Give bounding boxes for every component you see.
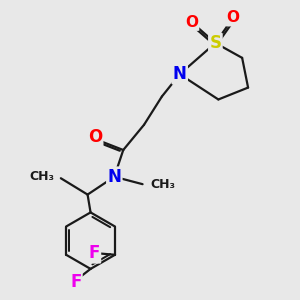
Text: N: N — [173, 65, 187, 83]
Text: O: O — [227, 10, 240, 25]
Text: CH₃: CH₃ — [150, 178, 175, 191]
Text: N: N — [107, 168, 121, 186]
Text: S: S — [209, 34, 221, 52]
Text: F: F — [88, 244, 100, 262]
Text: CH₃: CH₃ — [29, 170, 54, 183]
Text: O: O — [185, 15, 198, 30]
Text: F: F — [70, 273, 81, 291]
Text: O: O — [88, 128, 102, 146]
